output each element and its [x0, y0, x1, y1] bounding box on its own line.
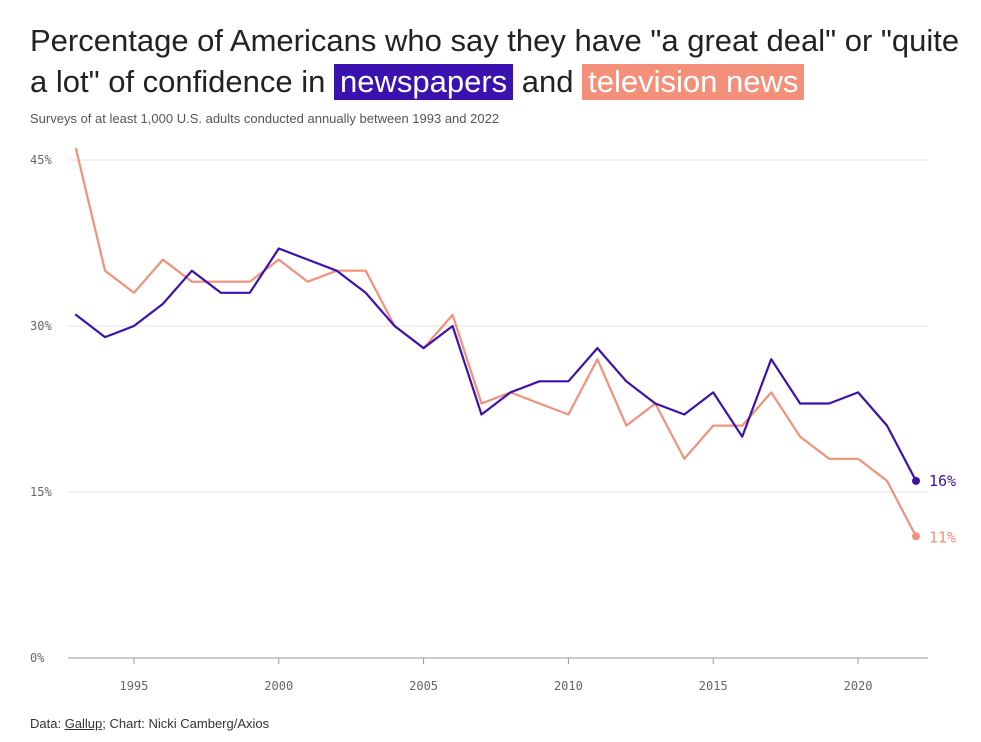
axes: 0% 15% 30% 45% 1995 2000 2005 2010 2015 2020: [30, 153, 873, 693]
series-line-newspapers: [74, 247, 918, 482]
y-tick-label: 30%: [30, 319, 52, 333]
y-tick-label: 15%: [30, 485, 52, 499]
x-tick-label: 2015: [699, 679, 728, 693]
x-tick-label: 2005: [409, 679, 438, 693]
series-lines: [74, 147, 920, 541]
title-highlight-television: television news: [582, 64, 805, 100]
end-labels: 11% 16%: [929, 472, 956, 546]
source-note: Data: Gallup; Chart: Nicki Camberg/Axios: [30, 716, 269, 731]
end-point-newspapers: [912, 476, 920, 485]
x-tick-label: 2000: [264, 679, 293, 693]
title-highlight-newspapers: newspapers: [334, 64, 514, 100]
end-label-newspapers: 16%: [929, 472, 956, 490]
x-tick-label: 2010: [554, 679, 583, 693]
end-point-television-news: [912, 532, 920, 541]
end-label-television-news: 11%: [929, 528, 956, 546]
x-tick-label: 2020: [844, 679, 873, 693]
title-text: Percentage of Americans who say they hav…: [30, 23, 960, 99]
source-suffix: ; Chart: Nicki Camberg/Axios: [102, 716, 270, 731]
series-line-television-news: [74, 147, 918, 538]
source-link-gallup[interactable]: Gallup: [64, 716, 103, 731]
y-tick-label: 0%: [30, 651, 45, 665]
source-prefix: Data:: [30, 716, 65, 731]
chart-title: Percentage of Americans who say they hav…: [30, 20, 960, 102]
y-tick-label: 45%: [30, 153, 52, 167]
gridlines: [68, 159, 928, 659]
chart-subtitle: Surveys of at least 1,000 U.S. adults co…: [30, 111, 500, 126]
title-and: and: [521, 64, 574, 99]
x-tick-label: 1995: [119, 679, 148, 693]
